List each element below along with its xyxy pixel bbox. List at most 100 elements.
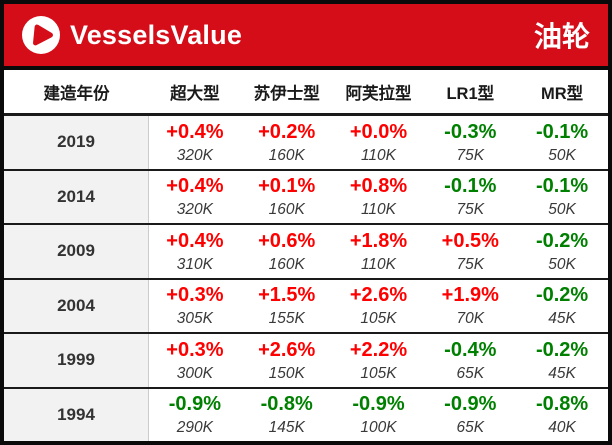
pct-change: -0.1% [444, 175, 497, 198]
data-cell: -0.1% 50K [516, 116, 608, 169]
size-value: 40K [548, 419, 576, 437]
pct-change: +2.6% [258, 338, 316, 361]
column-header-row: 建造年份 超大型 苏伊士型 阿芙拉型 LR1型 MR型 [4, 70, 608, 116]
pct-change: +0.4% [166, 175, 224, 198]
data-cell: -0.8% 40K [516, 389, 608, 442]
data-cell: +1.5% 155K [241, 280, 333, 333]
pct-change: +0.2% [258, 120, 316, 143]
pct-change: -0.9% [168, 393, 222, 416]
pct-change: +1.5% [258, 284, 316, 307]
size-value: 105K [360, 310, 397, 328]
pct-change: -0.2% [535, 229, 589, 252]
size-value: 75K [456, 201, 485, 219]
size-value: 300K [176, 364, 213, 382]
data-cell: +2.6% 105K [333, 280, 425, 333]
pct-change: +0.3% [166, 284, 224, 307]
data-cell: -0.2% 45K [516, 334, 608, 387]
pct-change: -0.8% [535, 393, 589, 416]
data-cell: -0.9% 65K [424, 389, 516, 442]
size-value: 45K [548, 364, 576, 382]
data-cell: +1.8% 110K [333, 225, 425, 278]
pct-change: +2.6% [349, 284, 408, 307]
data-cell: +1.9% 70K [424, 280, 516, 333]
pct-change: +0.6% [258, 229, 316, 252]
pct-change: +0.4% [166, 229, 224, 252]
size-value: 320K [176, 201, 213, 219]
data-cell: +0.3% 300K [149, 334, 241, 387]
pct-change: -0.2% [535, 338, 589, 361]
pct-change: -0.2% [535, 284, 589, 307]
vesselsvalue-logo-icon [22, 16, 60, 54]
pct-change: +0.8% [349, 175, 408, 198]
table-row: 2009 +0.4% 310K +0.6% 160K +1.8% 110K +0.5% 75K -… [4, 225, 608, 280]
table-row: 1999 +0.3% 300K +2.6% 150K +2.2% 105K -0.4% 65K -… [4, 334, 608, 389]
pct-change: +0.4% [166, 120, 224, 143]
pct-change: -0.8% [260, 393, 313, 416]
pct-change: +1.9% [441, 284, 499, 307]
column-header-2: 苏伊士型 [253, 84, 320, 103]
data-cell: +0.2% 160K [241, 116, 333, 169]
size-value: 65K [456, 364, 485, 382]
size-value: 155K [268, 310, 305, 328]
pct-change: -0.9% [352, 393, 405, 416]
table-row: 1994 -0.9% 290K -0.8% 145K -0.9% 100K -0.9% 65K -… [4, 388, 608, 442]
year-cell: 2014 [4, 170, 149, 223]
pct-change: +0.0% [349, 120, 408, 143]
size-value: 310K [176, 255, 213, 273]
size-value: 65K [456, 419, 485, 437]
size-value: 75K [456, 146, 485, 164]
brand-header: VesselsValue 油轮 [4, 4, 608, 70]
year-cell: 1999 [4, 334, 149, 387]
data-cell: -0.1% 50K [516, 171, 608, 224]
table-row: 2019 +0.4% 320K +0.2% 160K +0.0% 110K -0.3% 75K -… [4, 116, 608, 171]
size-value: 110K [360, 255, 397, 273]
data-cell: -0.2% 45K [516, 280, 608, 333]
size-value: 160K [268, 255, 305, 273]
data-cell: +2.2% 105K [333, 334, 425, 387]
data-cell: -0.1% 75K [424, 171, 516, 224]
size-value: 160K [268, 146, 305, 164]
column-header-0: 建造年份 [43, 84, 110, 103]
size-value: 305K [176, 310, 213, 328]
year-cell: 1994 [4, 388, 149, 441]
size-value: 160K [268, 201, 305, 219]
data-cell: +2.6% 150K [241, 334, 333, 387]
column-header-5: MR型 [541, 84, 584, 103]
data-cell: +0.4% 320K [149, 171, 241, 224]
size-value: 100K [360, 419, 397, 437]
page-title: 油轮 [533, 21, 590, 52]
data-cell: -0.2% 50K [516, 225, 608, 278]
data-cell: -0.8% 145K [241, 389, 333, 442]
data-cell: +0.4% 310K [149, 225, 241, 278]
size-value: 50K [548, 201, 576, 219]
size-value: 50K [548, 146, 576, 164]
size-value: 145K [268, 419, 305, 437]
size-value: 70K [456, 310, 485, 328]
column-header-4: LR1型 [446, 84, 495, 103]
data-cell: +0.5% 75K [424, 225, 516, 278]
table-body: 2019 +0.4% 320K +0.2% 160K +0.0% 110K -0.3% 75K -… [4, 116, 608, 441]
size-value: 110K [360, 201, 397, 219]
data-cell: +0.1% 160K [241, 171, 333, 224]
pct-change: -0.1% [535, 175, 589, 198]
table-row: 2014 +0.4% 320K +0.1% 160K +0.8% 110K -0.1% 75K -… [4, 170, 608, 225]
pct-change: +0.1% [258, 175, 316, 198]
pct-change: +1.8% [349, 229, 408, 252]
size-value: 290K [176, 419, 213, 437]
year-cell: 2004 [4, 279, 149, 332]
pct-change: -0.1% [535, 120, 589, 143]
data-cell: +0.8% 110K [333, 171, 425, 224]
data-cell: +0.4% 320K [149, 116, 241, 169]
pct-change: -0.4% [444, 338, 497, 361]
column-header-3: 阿芙拉型 [345, 84, 412, 103]
pct-change: -0.3% [444, 120, 497, 143]
data-cell: -0.9% 290K [149, 389, 241, 442]
year-cell: 2019 [4, 116, 149, 169]
brand-name: VesselsValue [70, 19, 243, 50]
pct-change: +2.2% [349, 338, 408, 361]
data-cell: +0.6% 160K [241, 225, 333, 278]
data-cell: -0.4% 65K [424, 334, 516, 387]
size-value: 110K [360, 146, 397, 164]
year-cell: 2009 [4, 225, 149, 278]
data-cell: -0.3% 75K [424, 116, 516, 169]
